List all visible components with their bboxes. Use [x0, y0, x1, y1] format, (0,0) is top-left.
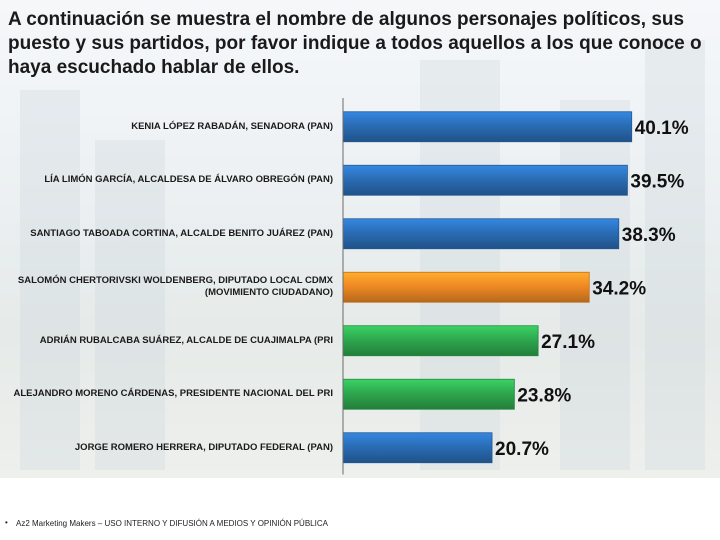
category-label: KENIA LÓPEZ RABADÁN, SENADORA (PAN) [131, 120, 333, 132]
bar-chart: 40.1% 39.5% 38.3% 34.2% 27.1% 23.8% 20.7% KENI… [13, 98, 689, 475]
bar-value-label: 23.8% [517, 385, 571, 406]
category-label: SANTIAGO TABOADA CORTINA, ALCALDE BENITO… [30, 227, 333, 239]
category-label: ADRIÁN RUBALCABA SUÁREZ, ALCALDE DE CUAJ… [39, 334, 333, 346]
category-label: LÍA LIMÓN GARCÍA, ALCALDESA DE ÁLVARO OB… [44, 174, 333, 186]
bar [342, 218, 620, 250]
bar-value-label: 27.1% [541, 332, 595, 353]
bar [342, 164, 628, 196]
footer [0, 478, 720, 540]
bar-value-label: 39.5% [630, 171, 684, 192]
bar-value-label: 34.2% [592, 278, 646, 299]
bar [342, 432, 493, 464]
chart-title: A continuación se muestra el nombre de a… [8, 9, 702, 78]
bar-value-label: 38.3% [622, 225, 676, 246]
bar [342, 111, 633, 143]
bar [342, 378, 515, 410]
bar-value-label: 20.7% [495, 439, 549, 460]
footer-text: Az2 Marketing Makers – USO INTERNO Y DIF… [16, 519, 328, 528]
category-label: JORGE ROMERO HERRERA, DIPUTADO FEDERAL (… [74, 441, 333, 453]
bar-value-label: 40.1% [635, 118, 689, 139]
chart-svg: 40.1% 39.5% 38.3% 34.2% 27.1% 23.8% 20.7% [342, 98, 689, 475]
footer-bullet: • [5, 518, 8, 527]
bar [342, 271, 590, 303]
bar [342, 325, 539, 357]
category-label: SALOMÓN CHERTORIVSKI WOLDENBERG, DIPUTAD… [17, 275, 333, 299]
category-label: ALEJANDRO MORENO CÁRDENAS, PRESIDENTE NA… [13, 388, 333, 400]
